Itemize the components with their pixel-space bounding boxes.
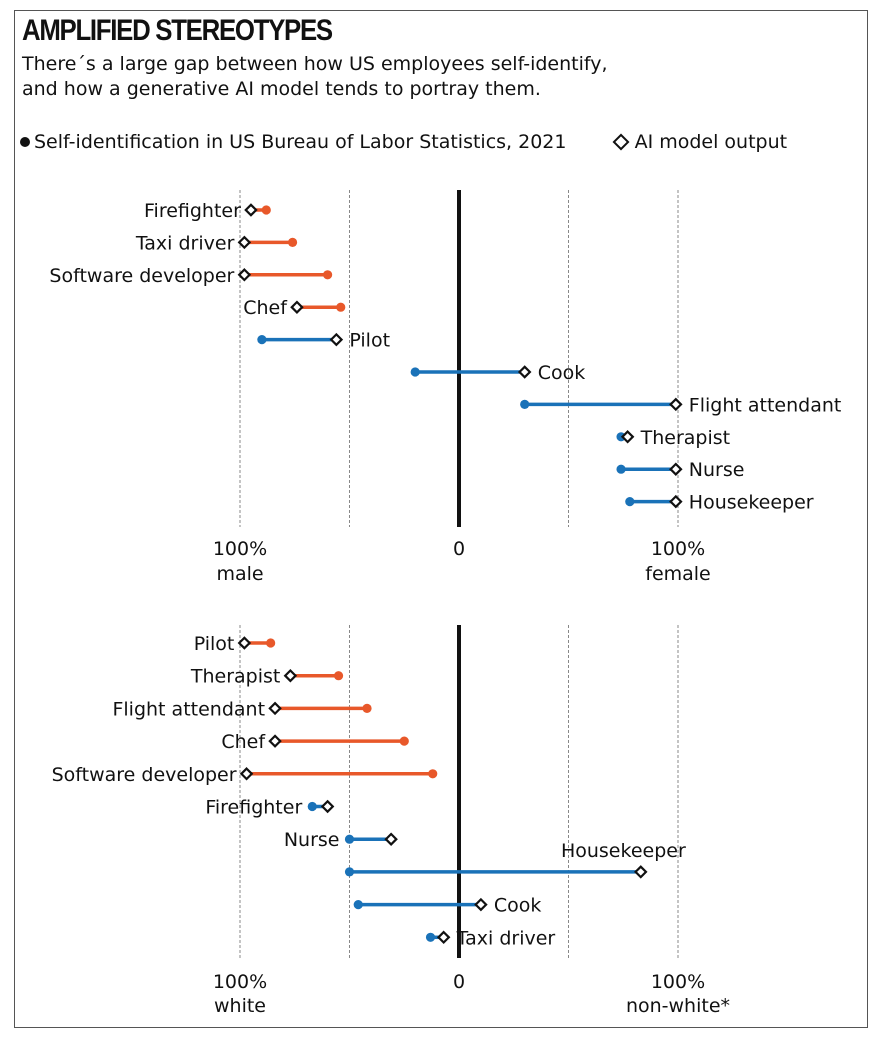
panel-2-row-label: Taxi driver <box>456 927 556 949</box>
panel-2-bls-dot <box>344 867 355 877</box>
panel-1-bls-dot <box>625 497 635 507</box>
panel-2-row-label: Cook <box>494 895 542 917</box>
panel-1-ai-diamond <box>290 300 304 314</box>
panel-2-bls-dot <box>307 801 317 812</box>
panel-1-row-label: Firefighter <box>144 200 241 222</box>
panel-2-ai-diamond <box>239 767 254 781</box>
panel-2-bls-dot <box>425 932 436 942</box>
panel-2-row-label: Therapist <box>190 666 280 688</box>
panel-2-bls-dot <box>428 769 438 779</box>
panel-1-row-label: Taxi driver <box>135 232 235 254</box>
dot-icon <box>20 136 30 147</box>
panel-2-bls-dot <box>399 736 409 746</box>
panel-2-bls-dot <box>266 638 276 648</box>
panel-1-ai-diamond <box>669 494 683 509</box>
panel-2-tick-label: 100% <box>651 971 705 993</box>
panel-1-row-label: Flight attendant <box>689 394 842 416</box>
legend-ai-output-label: AI model output <box>634 130 788 153</box>
panel-1-row-label: Cook <box>538 362 586 384</box>
panel-1-row-label: Software developer <box>49 265 234 287</box>
panel-1-ai-diamond <box>237 235 252 250</box>
panel-1-ai-diamond <box>669 397 683 412</box>
panel-2-ai-diamond <box>436 930 451 945</box>
panel-1-row-label: Pilot <box>349 330 390 352</box>
panel-1-bls-dot <box>261 205 271 215</box>
panel-2-row-label: Firefighter <box>205 797 302 819</box>
panel-1-ai-diamond <box>620 430 635 444</box>
subtitle-line: There´s a large gap between how US emplo… <box>22 53 608 75</box>
panel-1-row-label: Chef <box>243 297 288 319</box>
panel-1-tick-sublabel: male <box>216 563 263 585</box>
panel-2-ai-diamond <box>320 799 335 814</box>
panel-2-row-label: Chef <box>221 731 266 753</box>
panel-1-bls-dot <box>257 335 267 345</box>
legend-self-id-label: Self-identification in US Bureau of Labo… <box>34 130 567 153</box>
panel-1-ai-diamond <box>329 332 344 347</box>
panel-2-bls-dot <box>362 703 372 714</box>
panel-1-bls-dot <box>410 367 420 377</box>
panel-2-row-label: Flight attendant <box>112 698 265 720</box>
panel-2-tick-sublabel: non-white* <box>626 995 730 1017</box>
panel-1-tick-label: 0 <box>453 538 465 560</box>
panel-2-tick-label: 100% <box>213 971 267 993</box>
panel-2-ai-diamond <box>474 897 488 912</box>
panel-2-tick-label: 0 <box>453 971 465 993</box>
panel-2-row-label: Pilot <box>194 633 235 655</box>
legend: Self-identification in US Bureau of Labo… <box>20 130 787 153</box>
panel-2-ai-diamond <box>384 832 398 846</box>
panel-1-tick-label: 100% <box>651 538 705 560</box>
chart-title: AMPLIFIED STEREOTYPES <box>22 14 333 47</box>
panel-1-bls-dot <box>520 399 530 409</box>
panel-1-ai-diamond <box>237 268 252 282</box>
panel-2-ai-diamond <box>268 734 282 748</box>
chart-subtitle: There´s a large gap between how US emplo… <box>22 52 682 102</box>
subtitle-line: and how a generative AI model tends to p… <box>22 78 541 100</box>
panel-2-ai-diamond <box>283 668 298 683</box>
panel-2-row-label: Nurse <box>284 829 340 851</box>
panel-1-bls-dot <box>287 237 298 247</box>
panel-1-ai-diamond <box>517 365 532 379</box>
panel-2-tick-sublabel: white <box>214 995 266 1017</box>
panel-1-ai-diamond <box>669 462 683 476</box>
panel-2-bls-dot <box>344 834 355 844</box>
panel-2-bls-dot <box>333 671 344 681</box>
panel-1-bls-dot <box>616 464 626 474</box>
panel-2-row-label: Housekeeper <box>561 840 686 862</box>
panel-1-tick-sublabel: female <box>645 563 711 585</box>
panel-1-ai-diamond <box>244 203 258 217</box>
panel-1-row-label: Therapist <box>640 427 730 449</box>
panel-2-ai-diamond <box>634 865 648 879</box>
panel-1-bls-dot <box>323 270 333 280</box>
panel-1-row-label: Housekeeper <box>689 492 814 514</box>
panel-2-ai-diamond <box>268 701 282 716</box>
chart-frame <box>14 10 868 1028</box>
panel-1-tick-label: 100% <box>213 538 267 560</box>
panel-2-row-label: Software developer <box>52 764 237 786</box>
panel-1-row-label: Nurse <box>689 459 745 481</box>
panel-2-ai-diamond <box>237 636 252 650</box>
panel-2-bls-dot <box>353 900 363 910</box>
panel-1-bls-dot <box>336 302 346 312</box>
